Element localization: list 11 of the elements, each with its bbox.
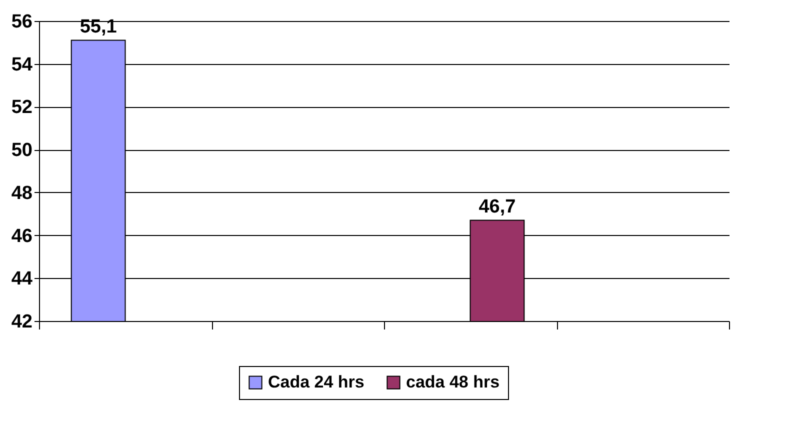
y-tick-label: 54 (11, 54, 33, 76)
y-tick-label: 56 (11, 12, 32, 32)
y-tick-label: 48 (11, 182, 32, 204)
data-label: 46,7 (478, 196, 516, 218)
y-tick-label: 46 (11, 226, 32, 247)
y-tick-label: 52 (11, 97, 32, 118)
y-tick-label: 50 (11, 140, 32, 162)
legend-label: Cada 24 hrs (268, 372, 364, 392)
y-tick-label: 44 (11, 268, 33, 290)
legend-label: cada 48 hrs (406, 372, 500, 392)
y-tick-label: 42 (11, 312, 32, 332)
